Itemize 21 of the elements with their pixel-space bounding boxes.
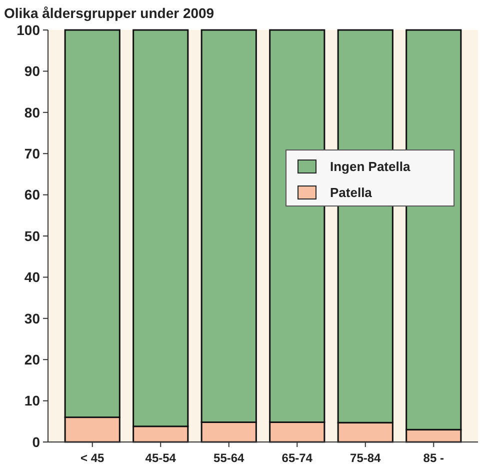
y-tick-label: 70 — [24, 146, 40, 162]
chart-title: Olika åldersgrupper under 2009 — [4, 5, 214, 21]
series-label: Ingen Patella — [330, 159, 411, 174]
y-tick-label: 20 — [24, 352, 40, 368]
x-tick-label: 45-54 — [145, 451, 176, 465]
y-tick-label: 60 — [24, 186, 40, 203]
y-tick-label: 10 — [24, 392, 40, 409]
y-tick-label: 0 — [32, 434, 40, 450]
x-tick-label: < 45 — [80, 451, 105, 465]
y-tick-label: 30 — [24, 310, 40, 326]
x-tick-label: 85 - — [423, 451, 444, 465]
legend: Ingen Patella Patella — [286, 150, 454, 206]
y-tick-label: 90 — [24, 63, 40, 80]
y-tick-label: 50 — [24, 228, 40, 244]
x-tick-label: 75-84 — [350, 451, 382, 465]
y-tick-label: 80 — [24, 104, 40, 120]
x-tick-label: 55-64 — [214, 451, 245, 465]
y-tick-label: 40 — [24, 269, 40, 286]
x-tick-label: 65-74 — [282, 451, 313, 465]
y-tick-label: 100 — [16, 22, 40, 38]
legend-label: Patella — [330, 185, 373, 200]
